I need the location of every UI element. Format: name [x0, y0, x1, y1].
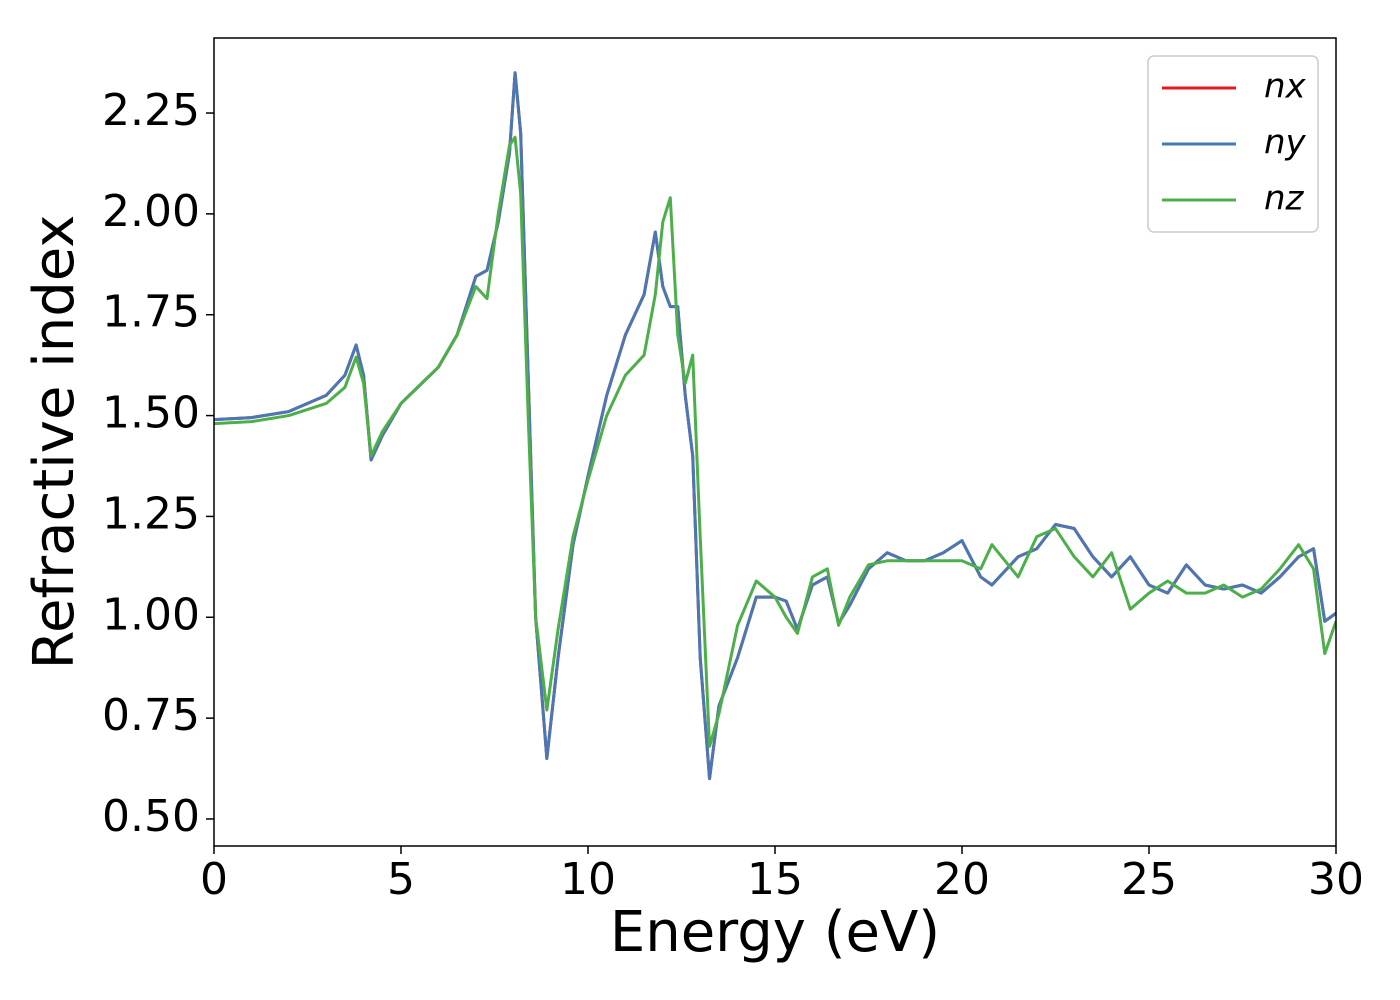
x-tick-label: 5	[387, 854, 415, 905]
legend-label: nx	[1264, 67, 1307, 107]
line-series	[214, 135, 1336, 748]
legend-label: ny	[1264, 123, 1307, 163]
x-tick-label: 10	[560, 854, 616, 905]
y-tick-label: 2.25	[102, 85, 200, 136]
y-tick-label: 2.00	[102, 186, 200, 237]
y-tick-label: 0.50	[102, 791, 200, 842]
legend-label: nz	[1264, 179, 1305, 219]
x-tick-label: 30	[1308, 854, 1364, 905]
line-series	[214, 71, 1336, 781]
x-tick-label: 0	[200, 854, 228, 905]
y-axis-label: Refractive index	[22, 215, 87, 670]
x-axis-label: Energy (eV)	[610, 900, 940, 965]
x-tick-label: 15	[747, 854, 803, 905]
y-tick-label: 1.00	[102, 589, 200, 640]
x-tick-label: 25	[1121, 854, 1177, 905]
x-tick-label: 20	[934, 854, 990, 905]
y-tick-label: 1.50	[102, 388, 200, 439]
y-tick-label: 1.75	[102, 287, 200, 338]
y-tick-label: 1.25	[102, 488, 200, 539]
plot-frame	[213, 37, 1337, 847]
y-tick-label: 0.75	[102, 690, 200, 741]
